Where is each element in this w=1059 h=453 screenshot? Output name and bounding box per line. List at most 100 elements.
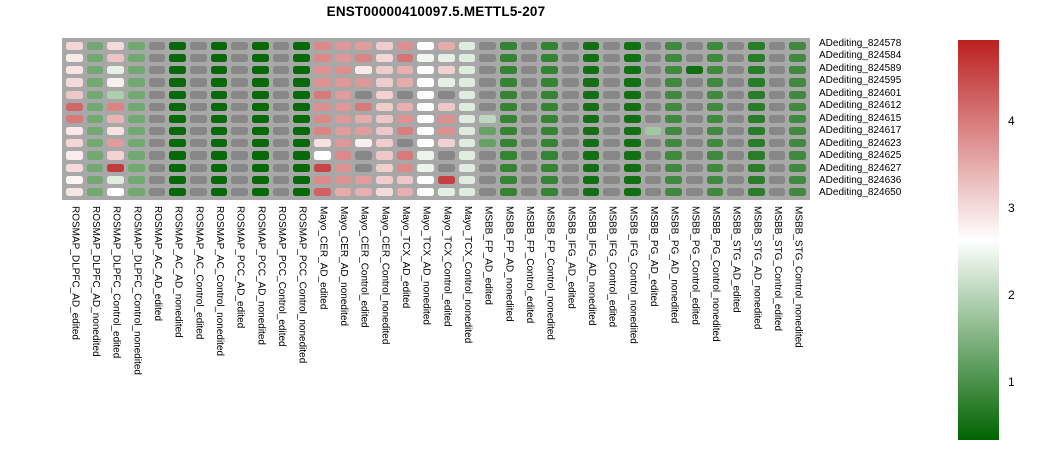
chart-title: ENST00000410097.5.METTL5-207 — [326, 4, 546, 19]
heatmap-cell — [727, 163, 744, 172]
heatmap-cell — [685, 127, 703, 136]
heatmap-cell — [375, 66, 393, 75]
heatmap-cell — [479, 127, 496, 136]
heatmap-cell — [66, 175, 83, 184]
heatmap-cell — [789, 42, 806, 51]
heatmap-cell — [541, 78, 558, 87]
heatmap-cell — [437, 163, 455, 172]
heatmap-cell — [685, 102, 703, 111]
heatmap-grid — [62, 38, 810, 200]
heatmap-cell — [582, 42, 600, 51]
heatmap-cell — [251, 78, 269, 87]
heatmap-cell — [107, 78, 124, 87]
heatmap-cell — [251, 90, 269, 99]
heatmap-cell — [603, 66, 620, 75]
heatmap-cell — [603, 78, 620, 87]
heatmap-cell — [293, 114, 310, 124]
heatmap-cell — [272, 42, 290, 51]
heatmap-cell — [541, 127, 558, 136]
heatmap-cell — [251, 114, 269, 124]
heatmap-cell — [66, 151, 83, 160]
heatmap-cell — [768, 163, 786, 172]
heatmap-cell — [272, 139, 290, 148]
heatmap-cell — [231, 54, 248, 63]
heatmap-cell — [169, 139, 186, 148]
heatmap-cell — [747, 139, 765, 148]
heatmap-cell — [727, 54, 744, 63]
row-label: ADediting_824601 — [819, 87, 902, 99]
heatmap-cell — [706, 163, 724, 172]
heatmap-cell — [334, 102, 352, 111]
heatmap-cell — [66, 127, 83, 136]
heatmap-cell — [727, 78, 744, 87]
heatmap-cell — [375, 175, 393, 184]
heatmap-cell — [520, 54, 538, 63]
heatmap-cell — [479, 139, 496, 148]
heatmap-cell — [520, 163, 538, 172]
heatmap-cell — [747, 42, 765, 51]
heatmap-cell — [437, 78, 455, 87]
heatmap-cell — [499, 66, 517, 75]
heatmap-cell — [520, 139, 538, 148]
column-label: ROSMAP_PCC_AD_edited — [234, 206, 246, 329]
heatmap-cell — [189, 78, 207, 87]
heatmap-cell — [561, 78, 579, 87]
heatmap-cell — [727, 175, 744, 184]
heatmap-cell — [189, 151, 207, 160]
heatmap-cell — [355, 114, 372, 124]
heatmap-cell — [293, 78, 310, 87]
heatmap-cell — [355, 187, 372, 196]
heatmap-cell — [644, 90, 662, 99]
heatmap-cell — [355, 66, 372, 75]
heatmap-cell — [417, 66, 434, 75]
heatmap-cell — [293, 66, 310, 75]
heatmap-cell — [396, 151, 414, 160]
heatmap-cell — [603, 175, 620, 184]
heatmap-cell — [479, 78, 496, 87]
heatmap-cell — [479, 163, 496, 172]
heatmap-cell — [396, 90, 414, 99]
heatmap-cell — [148, 90, 166, 99]
column-label: ROSMAP_DLPFC_Control_nonedited — [131, 206, 143, 375]
heatmap-cell — [603, 42, 620, 51]
heatmap-cell — [148, 139, 166, 148]
column-label: MSBB_STG_Control_edited — [772, 206, 783, 332]
heatmap-cell — [582, 66, 600, 75]
heatmap-cell — [355, 127, 372, 136]
heatmap-cell — [107, 114, 124, 124]
column-label: Mayo_CER_AD_edited — [317, 206, 329, 310]
heatmap-cell — [768, 78, 786, 87]
column-label: Mayo_CER_AD_nonedited — [338, 206, 349, 327]
heatmap-cell — [148, 42, 166, 51]
heatmap-cell — [437, 42, 455, 51]
heatmap-cell — [417, 127, 434, 136]
heatmap-cell — [293, 163, 310, 172]
heatmap-cell — [685, 66, 703, 75]
heatmap-cell — [582, 139, 600, 148]
heatmap-cell — [251, 139, 269, 148]
heatmap-cell — [644, 139, 662, 148]
row-label: ADediting_824636 — [819, 174, 902, 186]
heatmap-cell — [417, 163, 434, 172]
heatmap-cell — [189, 42, 207, 51]
heatmap-cell — [169, 163, 186, 172]
heatmap-cell — [231, 66, 248, 75]
heatmap-cell — [210, 187, 228, 196]
column-label: ROSMAP_AC_AD_nonedited — [172, 206, 184, 338]
heatmap-cell — [727, 42, 744, 51]
heatmap-cell — [520, 78, 538, 87]
heatmap-cell — [665, 151, 682, 160]
row-label: ADediting_824584 — [819, 50, 902, 62]
heatmap-cell — [603, 114, 620, 124]
heatmap-cell — [210, 114, 228, 124]
heatmap-cell — [107, 139, 124, 148]
heatmap-cell — [458, 151, 476, 160]
heatmap-cell — [768, 102, 786, 111]
heatmap-cell — [86, 175, 104, 184]
heatmap-cell — [458, 42, 476, 51]
heatmap-cell — [603, 102, 620, 111]
heatmap-cell — [189, 187, 207, 196]
heatmap-cell — [293, 151, 310, 160]
heatmap-cell — [86, 102, 104, 111]
